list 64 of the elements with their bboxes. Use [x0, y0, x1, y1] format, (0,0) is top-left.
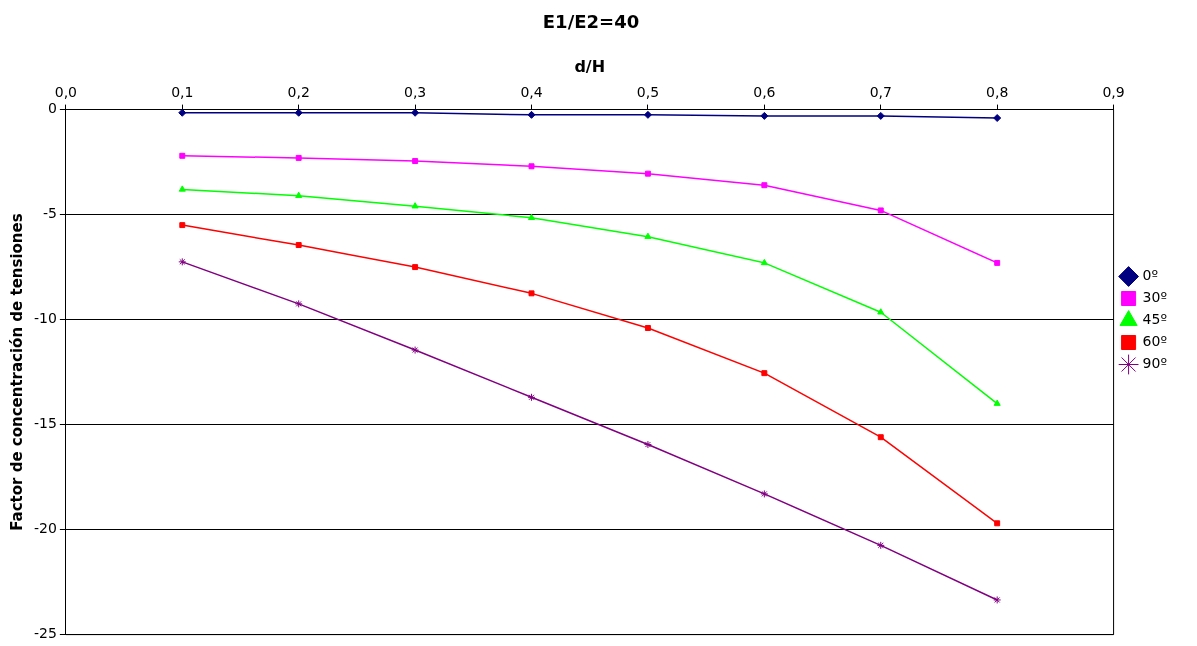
point	[876, 111, 885, 120]
point	[877, 207, 884, 214]
point	[178, 257, 187, 266]
y-axis-title: Factor de concentración de tensiones	[7, 213, 26, 531]
y-tick-label: -20	[33, 520, 57, 537]
point	[761, 370, 768, 377]
point	[643, 110, 652, 119]
legend-label: 0º	[1142, 267, 1159, 284]
point	[179, 222, 186, 229]
point	[877, 308, 885, 315]
point	[644, 232, 652, 239]
point	[993, 595, 1002, 604]
y-tick-label: -25	[33, 625, 57, 642]
point	[294, 299, 303, 308]
point	[179, 152, 186, 159]
point	[644, 170, 651, 177]
point	[411, 109, 420, 117]
point	[643, 440, 652, 449]
legend-label: 45º	[1142, 311, 1168, 328]
point	[295, 242, 302, 249]
point	[644, 325, 651, 331]
chart-title: E1/E2=40	[542, 11, 640, 33]
point	[411, 202, 419, 209]
point	[528, 290, 535, 297]
point	[178, 109, 187, 117]
x-tick-label: 0,2	[287, 83, 310, 100]
point	[294, 109, 303, 117]
x-tick-label: 0,7	[869, 83, 892, 100]
point	[761, 182, 768, 189]
point	[876, 541, 885, 550]
x-tick-label: 0,1	[171, 83, 194, 100]
point	[527, 110, 536, 119]
y-tick-label: -5	[42, 205, 57, 222]
x-tick-label: 0,4	[520, 83, 543, 100]
point	[994, 520, 1001, 527]
point	[411, 346, 420, 355]
x-tick-label: 0,3	[403, 83, 427, 100]
point	[527, 213, 536, 220]
point	[528, 163, 535, 170]
point	[527, 393, 536, 402]
point	[412, 158, 419, 165]
legend-label: 60º	[1142, 333, 1168, 350]
point	[178, 185, 186, 192]
point	[877, 434, 884, 441]
point	[760, 258, 768, 266]
point	[760, 489, 769, 498]
x-tick-label: 0,8	[986, 83, 1009, 100]
x-tick-label: 0,6	[753, 83, 776, 100]
y-tick-label: -15	[33, 415, 57, 432]
point	[760, 111, 769, 120]
y-tick-label: -10	[33, 310, 57, 327]
x-tick-label: 0,9	[1102, 83, 1125, 100]
y-tick-label: 0	[47, 100, 57, 117]
legend-label: 30º	[1142, 289, 1168, 306]
point	[993, 399, 1001, 406]
legend-label: 90º	[1142, 355, 1168, 372]
point	[295, 191, 303, 198]
point	[412, 264, 419, 271]
x-tick-label: 0,0	[54, 83, 77, 100]
point	[295, 154, 302, 161]
point	[994, 259, 1001, 266]
x-tick-label: 0,5	[636, 83, 660, 100]
point	[993, 114, 1002, 122]
x-axis-title: d/H	[574, 57, 606, 77]
